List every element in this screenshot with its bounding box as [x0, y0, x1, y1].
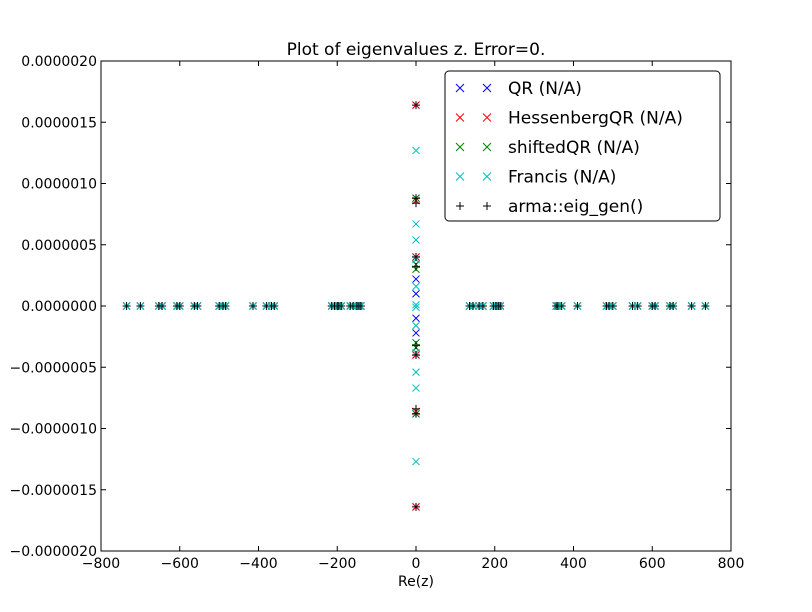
- data-point: [412, 321, 420, 330]
- y-tick-label: 0.0000000: [21, 299, 97, 315]
- data-point: [356, 302, 365, 310]
- legend: QR (N/A) HessenbergQR (N/A) shiftedQR (N/A…: [444, 70, 721, 222]
- legend-marker: [455, 83, 465, 93]
- data-point: [412, 282, 420, 291]
- data-point: [158, 302, 167, 310]
- x-tick-label: 600: [639, 556, 666, 572]
- data-point: [412, 289, 420, 298]
- data-point: [412, 341, 420, 350]
- legend-marker: [456, 202, 464, 210]
- y-tick-label: −0.0000005: [10, 360, 97, 376]
- y-tick-label: 0.0000010: [21, 177, 97, 193]
- axis-ticks: −800 −600 −400 −200 0 200 400 600 800 −0.0000020 −…: [10, 54, 745, 572]
- data-point: [608, 302, 617, 310]
- legend-marker: [455, 172, 465, 181]
- legend-marker: [482, 142, 492, 152]
- x-tick-label: −400: [239, 556, 277, 572]
- x-tick-label: 0: [412, 556, 421, 572]
- y-tick-label: −0.0000015: [10, 483, 97, 499]
- data-point: [248, 302, 257, 310]
- data-point: [136, 302, 145, 310]
- x-tick-label: 200: [481, 556, 508, 572]
- legend-entry: Francis (N/A): [455, 168, 616, 188]
- data-point: [193, 302, 202, 310]
- data-point: [175, 302, 184, 310]
- legend-entry: arma::eig_gen(): [456, 197, 643, 217]
- x-axis-label: Re(z): [398, 574, 434, 590]
- data-point: [412, 351, 420, 359]
- data-point: [557, 302, 566, 310]
- legend-marker: [482, 113, 492, 122]
- legend-marker: [455, 113, 465, 122]
- data-point: [412, 262, 420, 271]
- data-point: [496, 302, 505, 310]
- legend-entry: HessenbergQR (N/A): [455, 109, 683, 129]
- data-point: [412, 146, 420, 155]
- series-4: [122, 101, 710, 511]
- legend-label: Francis (N/A): [508, 168, 616, 188]
- x-tick-label: −200: [318, 556, 356, 572]
- x-tick-label: 800: [718, 556, 745, 572]
- data-point: [412, 253, 420, 261]
- y-tick-label: 0.0000020: [21, 54, 97, 70]
- legend-label: shiftedQR (N/A): [508, 138, 640, 158]
- y-tick-label: −0.0000010: [10, 422, 97, 438]
- data-point: [412, 502, 420, 511]
- legend-entry: QR (N/A): [455, 79, 582, 99]
- legend-box: [444, 70, 721, 222]
- legend-marker: [483, 202, 491, 210]
- data-point: [701, 302, 710, 310]
- data-point: [412, 329, 420, 337]
- data-point: [270, 302, 279, 310]
- data-point: [633, 302, 642, 310]
- y-tick-label: 0.0000005: [21, 238, 97, 254]
- legend-label: HessenbergQR (N/A): [508, 109, 683, 129]
- data-point: [412, 368, 420, 377]
- legend-entry: shiftedQR (N/A): [455, 138, 640, 158]
- data-point: [122, 302, 131, 310]
- plot-area: [122, 101, 710, 511]
- data-point: [337, 302, 346, 310]
- data-point: [573, 302, 582, 310]
- x-tick-label: −800: [82, 556, 120, 572]
- data-point: [412, 275, 420, 283]
- data-point: [412, 384, 420, 392]
- data-point: [651, 302, 660, 310]
- y-tick-label: 0.0000015: [21, 115, 97, 131]
- data-point: [412, 300, 420, 309]
- data-point: [687, 302, 696, 310]
- y-tick-label: −0.0000020: [10, 544, 97, 560]
- data-point: [478, 302, 487, 310]
- data-point: [412, 457, 420, 466]
- x-tick-label: −600: [161, 556, 199, 572]
- data-point: [412, 235, 420, 244]
- legend-marker: [482, 172, 492, 181]
- data-point: [412, 404, 420, 413]
- data-point: [412, 220, 420, 228]
- data-point: [221, 302, 230, 310]
- legend-marker: [482, 83, 492, 93]
- data-point: [412, 101, 420, 110]
- chart-title: Plot of eigenvalues z. Error=0.: [287, 40, 546, 60]
- legend-label: arma::eig_gen(): [508, 197, 643, 217]
- data-point: [669, 302, 678, 310]
- data-point: [412, 199, 420, 208]
- data-point: [412, 314, 420, 323]
- data-point: [412, 303, 420, 312]
- legend-label: QR (N/A): [508, 79, 582, 99]
- x-tick-label: 400: [560, 556, 587, 572]
- legend-marker: [455, 142, 465, 152]
